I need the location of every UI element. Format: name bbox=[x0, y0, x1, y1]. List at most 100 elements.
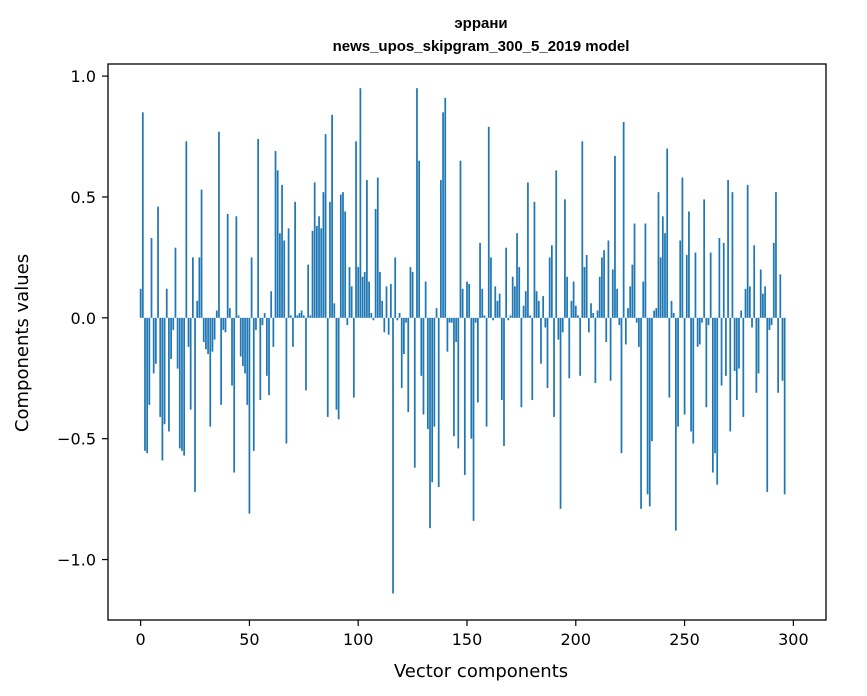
bar bbox=[474, 317, 477, 323]
bar bbox=[694, 252, 697, 318]
bar bbox=[294, 201, 296, 318]
bar bbox=[289, 315, 292, 318]
bar bbox=[313, 182, 316, 318]
bar bbox=[233, 317, 236, 473]
bar bbox=[368, 281, 370, 318]
bar bbox=[735, 317, 738, 401]
bar bbox=[274, 151, 277, 318]
bar bbox=[379, 271, 381, 318]
bar bbox=[144, 317, 146, 451]
bar bbox=[511, 276, 514, 318]
bar bbox=[183, 317, 186, 456]
bar bbox=[751, 317, 753, 328]
x-axis-label: Vector components bbox=[394, 661, 568, 682]
bar bbox=[566, 276, 568, 318]
bar bbox=[561, 317, 564, 333]
bar bbox=[559, 317, 562, 509]
bar bbox=[279, 233, 281, 318]
bar-series bbox=[139, 88, 786, 594]
bar bbox=[772, 242, 775, 318]
bar bbox=[187, 317, 190, 347]
bar bbox=[161, 317, 164, 461]
bar bbox=[202, 317, 205, 342]
bar bbox=[581, 141, 584, 318]
bar bbox=[196, 300, 199, 318]
bar bbox=[555, 170, 558, 318]
bar bbox=[651, 317, 653, 442]
bar bbox=[363, 271, 366, 318]
bar bbox=[320, 228, 323, 318]
bar bbox=[557, 317, 560, 340]
bar bbox=[529, 315, 531, 318]
bar bbox=[270, 291, 273, 318]
bar bbox=[500, 317, 503, 401]
bar bbox=[537, 300, 540, 318]
bar bbox=[646, 317, 649, 495]
bar bbox=[550, 245, 553, 318]
bar bbox=[250, 257, 253, 318]
bar bbox=[292, 317, 294, 347]
bar bbox=[248, 317, 251, 514]
bar bbox=[527, 182, 529, 318]
bar bbox=[770, 317, 773, 326]
bar bbox=[553, 317, 555, 417]
bar bbox=[405, 317, 407, 323]
bar bbox=[616, 288, 618, 318]
bar bbox=[385, 286, 388, 318]
bar bbox=[376, 177, 379, 318]
bar bbox=[548, 257, 551, 318]
bar bbox=[239, 317, 242, 357]
bar bbox=[255, 317, 257, 330]
bar bbox=[437, 317, 440, 488]
bar bbox=[305, 317, 307, 391]
bar bbox=[342, 192, 344, 318]
bar bbox=[387, 317, 390, 335]
chart-title: эррани bbox=[454, 15, 507, 32]
bar bbox=[657, 192, 660, 318]
bar bbox=[705, 317, 708, 408]
bar bbox=[300, 310, 303, 318]
bar bbox=[163, 317, 166, 425]
bar bbox=[461, 288, 464, 318]
bar bbox=[155, 317, 157, 364]
bar bbox=[764, 286, 766, 318]
bar bbox=[679, 240, 682, 318]
bar bbox=[146, 317, 149, 454]
bar bbox=[374, 209, 377, 318]
bar bbox=[335, 317, 338, 410]
bar bbox=[605, 317, 608, 342]
bar bbox=[472, 317, 475, 521]
bar bbox=[698, 317, 701, 345]
bar bbox=[711, 317, 714, 473]
bar bbox=[468, 283, 471, 318]
bar bbox=[492, 317, 494, 321]
bar bbox=[450, 317, 453, 323]
bar bbox=[329, 201, 331, 318]
bar bbox=[692, 317, 695, 444]
bar bbox=[503, 317, 505, 446]
bar bbox=[648, 317, 651, 507]
bar bbox=[263, 312, 266, 318]
bar bbox=[611, 269, 614, 318]
bar bbox=[463, 317, 466, 475]
bar bbox=[633, 223, 636, 318]
bar bbox=[139, 288, 142, 318]
bar bbox=[518, 267, 521, 318]
bar bbox=[355, 141, 357, 318]
bar bbox=[352, 317, 355, 398]
y-tick-label: 0.5 bbox=[71, 188, 96, 207]
bar bbox=[435, 308, 438, 318]
bar bbox=[218, 131, 220, 318]
bar bbox=[178, 317, 181, 449]
bar bbox=[433, 317, 436, 427]
bar bbox=[716, 317, 719, 485]
bar bbox=[237, 315, 240, 318]
bar bbox=[661, 216, 664, 318]
bar bbox=[635, 317, 638, 323]
bar bbox=[596, 310, 599, 318]
bar bbox=[231, 317, 233, 386]
bar bbox=[457, 317, 460, 449]
bar bbox=[224, 317, 227, 333]
bar bbox=[490, 257, 492, 318]
bar bbox=[572, 281, 575, 318]
